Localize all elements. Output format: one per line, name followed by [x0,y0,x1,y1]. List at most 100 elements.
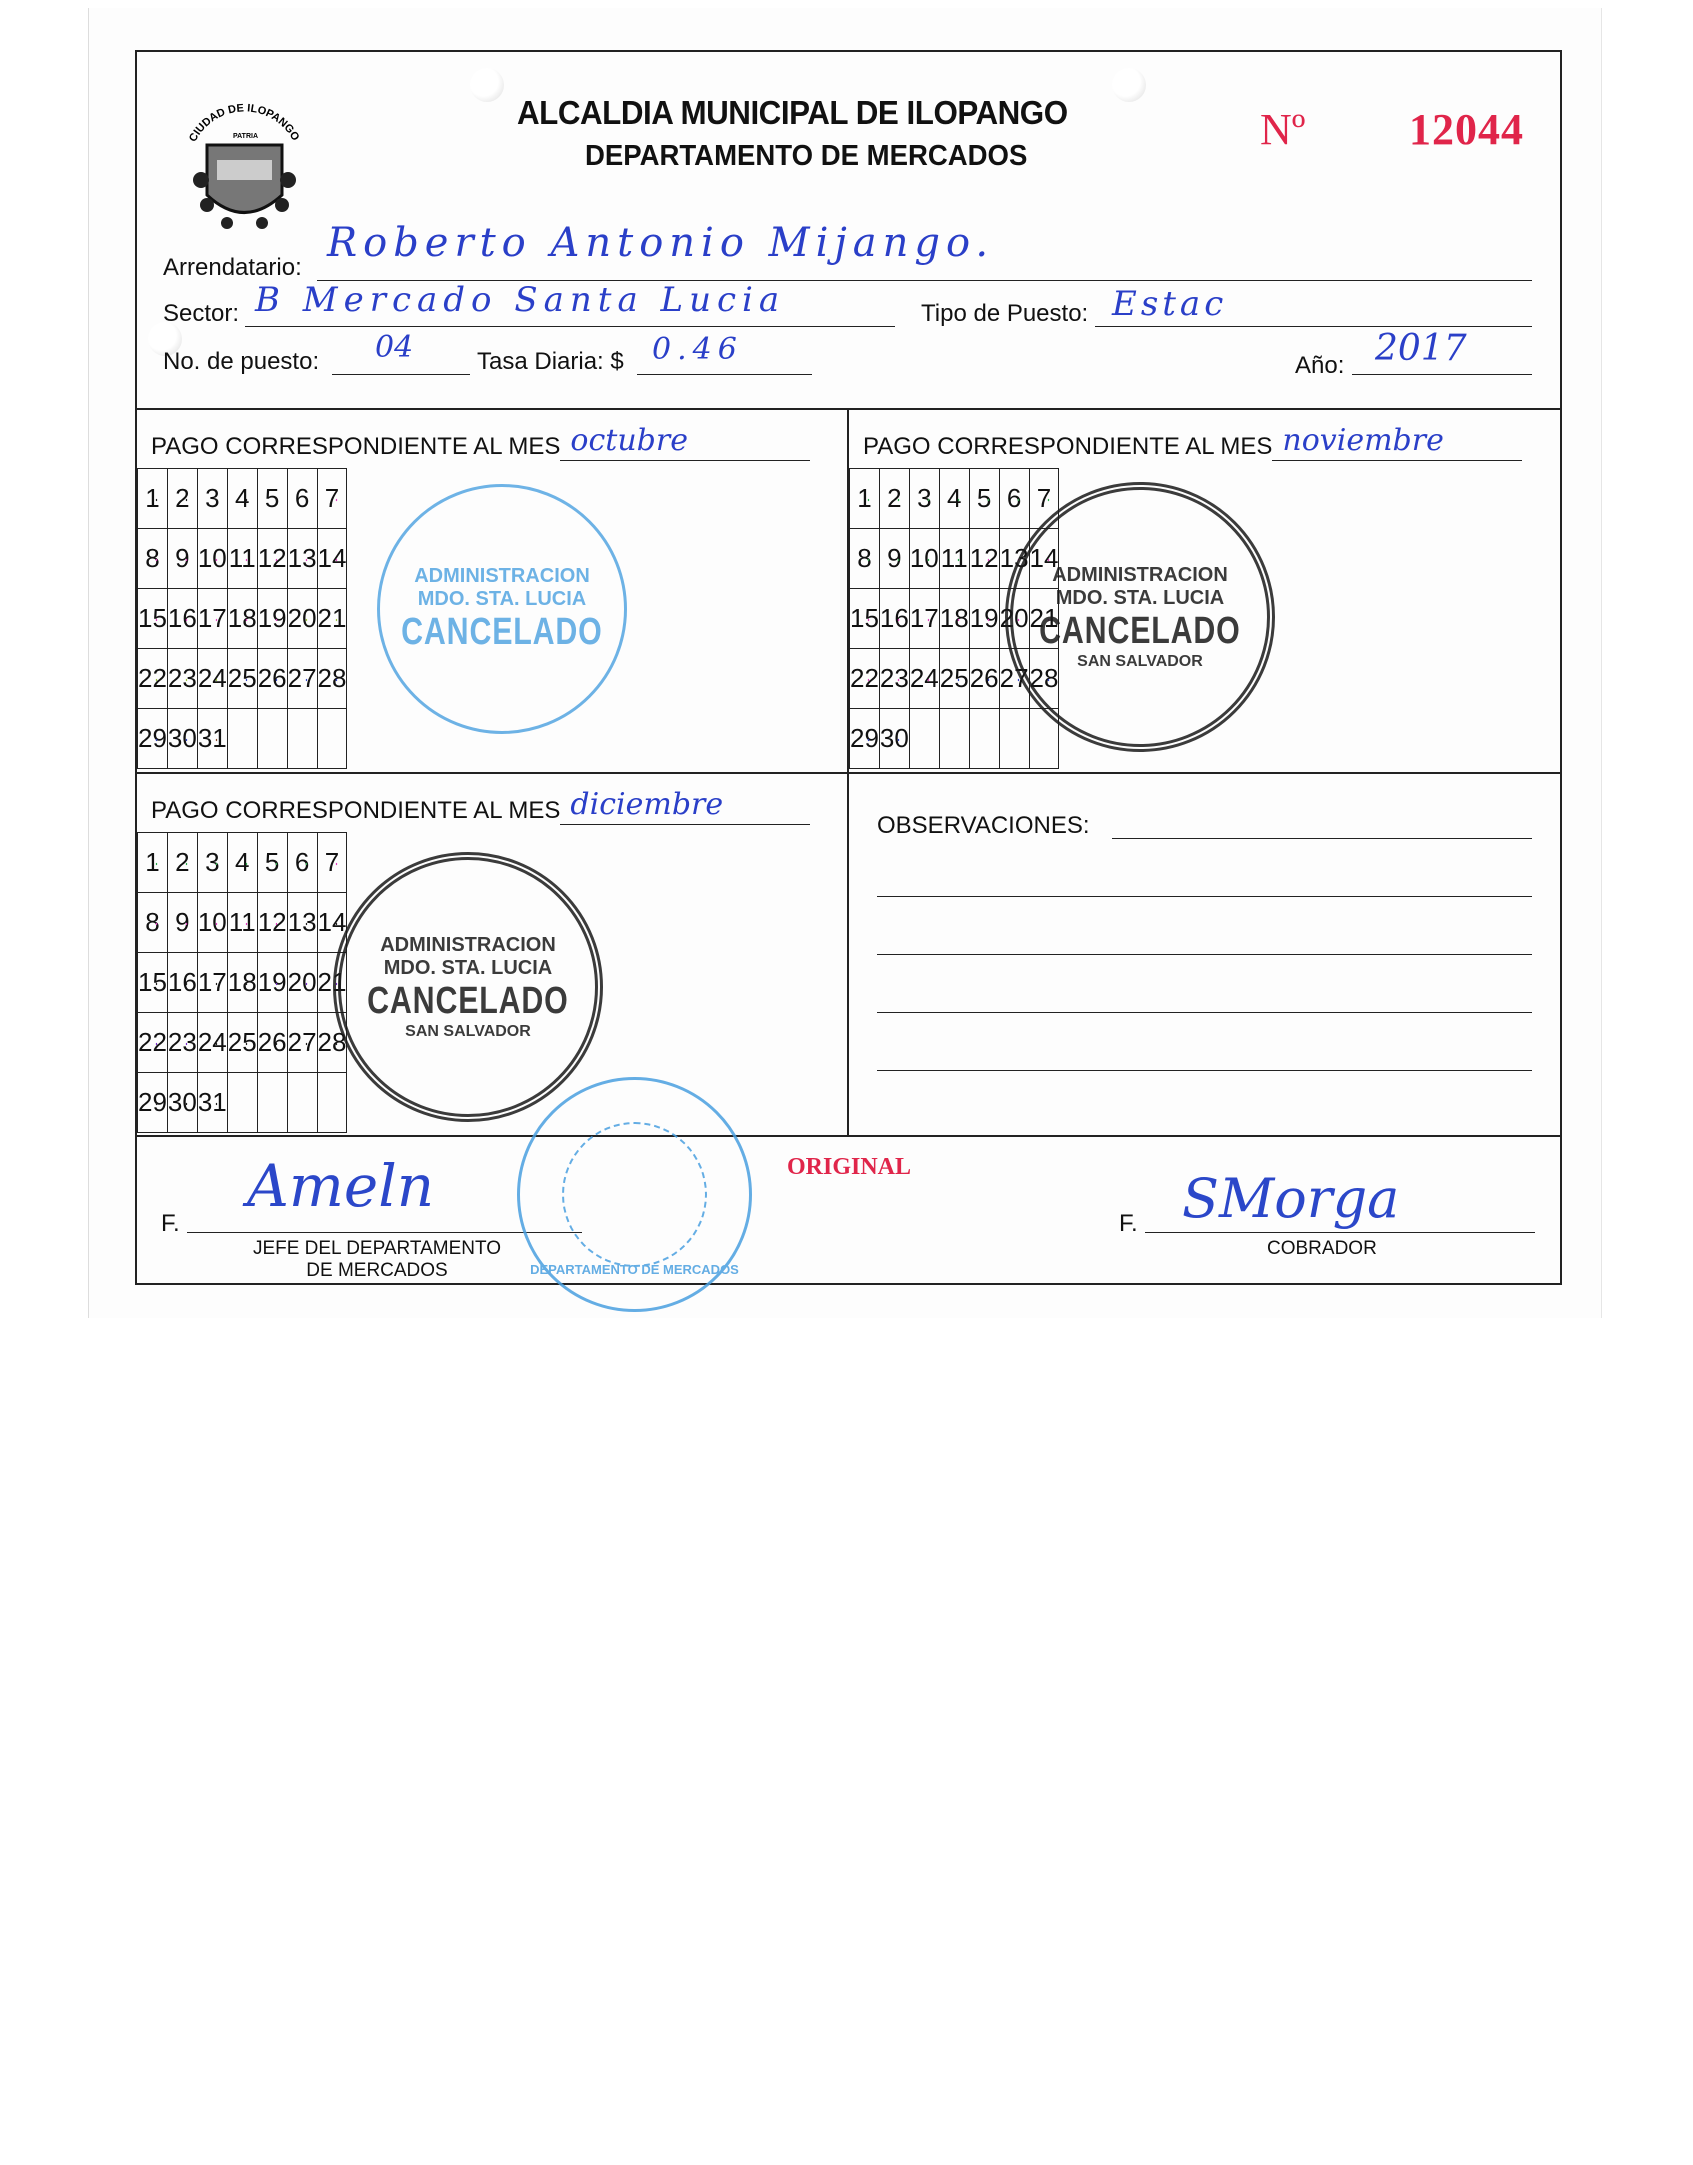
month-label: PAGO CORRESPONDIENTE AL MES [863,433,1273,460]
paid-cross-mark [275,1042,277,1045]
paid-cross-mark [245,498,247,501]
day-cell: 4 [938,468,970,529]
day-number: 13 [287,907,317,937]
paid-cross-mark [897,558,900,561]
day-number: 9 [175,907,190,937]
paid-cross-mark [305,678,307,681]
tasa-value: 0.46 [652,332,743,367]
day-number: 14 [317,543,347,573]
firma-jefe-label: F. [161,1210,180,1237]
day-cell: 5 [968,468,1000,529]
paid-cross-mark [987,678,989,681]
day-number: 30 [167,1087,197,1117]
empty-cell [968,708,1000,769]
paid-cross-mark [305,862,307,865]
paid-cross-mark [215,982,217,985]
day-cell: 7 [316,468,348,529]
day-number: 3 [917,483,932,513]
day-cell: 30 [878,708,910,769]
paid-cross-mark [305,498,307,501]
month-label: PAGO CORRESPONDIENTE AL MES [151,797,561,824]
sector-value: B Mercado Santa Lucia [255,280,786,320]
day-number: 2 [175,483,190,513]
day-number: 22 [138,663,167,693]
day-cell: 30 [166,708,198,769]
paid-cross-mark [245,1042,247,1045]
divider [847,408,849,1135]
paid-cross-mark [185,498,188,501]
day-cell: 25 [226,648,258,709]
day-cell: 31 [196,1072,228,1133]
day-number: 6 [294,847,310,877]
day-number: 25 [227,663,257,693]
day-number: 26 [257,1027,287,1057]
day-number: 24 [197,1027,227,1057]
empty-cell [1028,708,1060,769]
day-number: 8 [145,907,160,937]
day-cell: 10 [196,892,228,953]
paid-cross-mark [215,862,217,865]
day-cell: 22 [137,1012,168,1073]
paid-cross-mark [185,618,188,621]
day-cell: 7 [316,832,348,893]
day-number: 6 [1006,483,1022,513]
day-number: 11 [228,907,256,937]
day-grid: 1 2 3 4 5 6 7 8 9 10 11 12 13 14 15 16 17 18 19 20 21 22 23 24 2… [137,468,348,769]
punch-hole [148,322,182,356]
paid-cross-mark [897,738,900,741]
day-number: 12 [969,543,999,573]
day-number: 7 [324,483,340,513]
day-cell: 11 [226,892,258,953]
day-cell: 16 [166,588,198,649]
day-cell: 28 [316,648,348,709]
day-cell: 25 [226,1012,258,1073]
paid-cross-mark [185,922,188,925]
anio-value: 2017 [1375,328,1467,369]
tipo-puesto-value: Estac [1112,284,1228,324]
anio-line [1352,374,1532,375]
day-number: 28 [317,663,347,693]
day-cell: 18 [938,588,970,649]
day-cell: 14 [316,892,348,953]
day-cell: 22 [849,648,880,709]
paid-cross-mark [245,862,247,865]
day-number: 22 [850,663,879,693]
day-number: 29 [138,723,167,753]
divider [137,1135,1560,1137]
paid-cross-mark [215,1042,217,1045]
paid-cross-mark [1047,498,1049,501]
paid-cross-mark [215,558,217,561]
day-cell: 26 [968,648,1000,709]
day-number: 11 [940,543,968,573]
day-cell: 8 [137,528,168,589]
paid-cross-mark [185,1102,188,1105]
day-number: 4 [234,847,250,877]
day-cell: 16 [166,952,198,1013]
day-number: 27 [287,1027,317,1057]
day-cell: 24 [196,648,228,709]
paid-cross-mark [215,618,217,621]
day-cell: 20 [286,588,318,649]
paid-cross-mark [1017,678,1019,681]
day-cell: 12 [968,528,1000,589]
punch-hole [1112,68,1146,102]
day-cell: 3 [196,832,228,893]
day-cell: 27 [286,1012,318,1073]
day-cell: 2 [878,468,910,529]
day-number: 20 [287,603,317,633]
paid-cross-mark [215,1102,217,1105]
paid-cross-mark [897,678,900,681]
month-line: diciembre [560,787,811,825]
empty-cell [286,708,318,769]
day-cell: 21 [316,588,348,649]
tasa-line [637,374,812,375]
cancelado-stamp-blue: ADMINISTRACION MDO. STA. LUCIA CANCELADO [377,484,627,734]
day-number: 24 [909,663,939,693]
paid-cross-mark [1017,498,1019,501]
day-cell: 5 [256,468,288,529]
day-number: 2 [175,847,190,877]
jefe-title: JEFE DEL DEPARTAMENTO DE MERCADOS [227,1238,527,1282]
day-number: 20 [287,967,317,997]
day-cell: 25 [938,648,970,709]
paid-cross-mark [215,498,217,501]
